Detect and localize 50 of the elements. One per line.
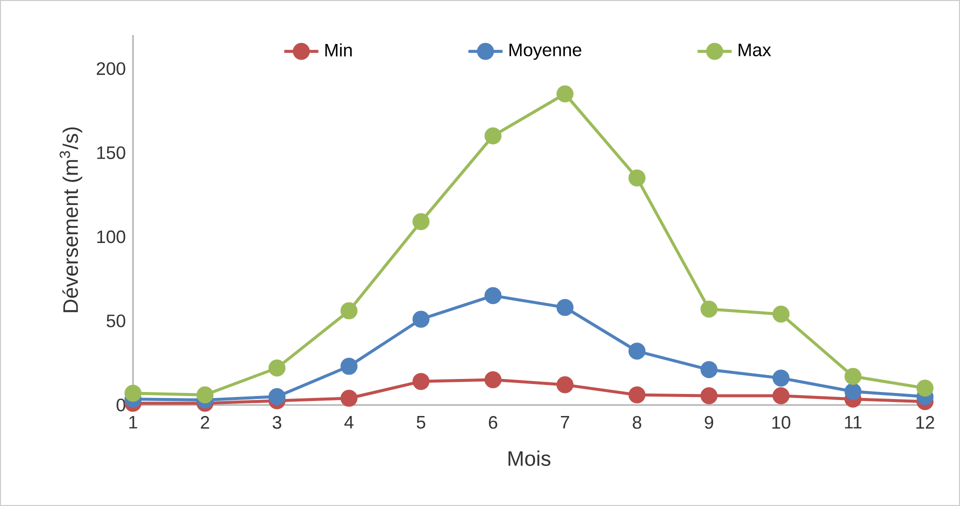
legend-label: Moyenne (510, 44, 582, 60)
point (556, 85, 574, 102)
point (340, 358, 358, 375)
point (340, 390, 358, 407)
legend-label: Min (325, 43, 352, 56)
x-tick-label: 9 (704, 416, 714, 429)
x-tick-label: 5 (416, 416, 426, 429)
point (484, 371, 502, 388)
x-tick-label: 2 (200, 416, 210, 429)
x-tick-label: 4 (344, 416, 354, 428)
y-tick-label: 0 (116, 398, 126, 412)
point (268, 359, 286, 376)
point (628, 169, 646, 186)
x-tick-label: 7 (560, 416, 570, 428)
point (268, 388, 286, 406)
point (412, 310, 430, 328)
y-tick-label: 150 (97, 146, 126, 160)
point (124, 384, 142, 402)
point (772, 370, 790, 387)
point (700, 300, 718, 318)
point (700, 387, 718, 404)
point (916, 380, 934, 397)
x-tick-label: 11 (845, 416, 862, 428)
y-tick-label: 200 (96, 62, 126, 76)
point (844, 383, 862, 400)
point (196, 386, 214, 404)
point (700, 361, 718, 378)
point (772, 387, 790, 404)
x-tick-label: 8 (632, 416, 642, 429)
legend-label: Max (738, 44, 772, 56)
x-tick-label: 12 (916, 416, 934, 429)
x-tick-label: 3 (272, 416, 282, 429)
point (628, 342, 646, 360)
point (340, 302, 358, 320)
point (844, 368, 862, 385)
y-axis-title: Déversement (m$^{3}$/s) (60, 127, 82, 312)
point (772, 306, 790, 323)
point (484, 287, 502, 304)
point (412, 372, 430, 390)
x-tick-label: 10 (772, 416, 790, 429)
x-axis-title: Mois (508, 450, 550, 466)
point (556, 298, 574, 316)
x-tick-label: 1 (129, 416, 138, 428)
point (556, 376, 574, 394)
point (412, 213, 430, 230)
y-tick-label: 100 (97, 230, 126, 244)
y-tick-label: 50 (106, 314, 126, 328)
x-tick-label: 6 (488, 416, 498, 429)
point (484, 127, 502, 144)
point (628, 386, 646, 404)
